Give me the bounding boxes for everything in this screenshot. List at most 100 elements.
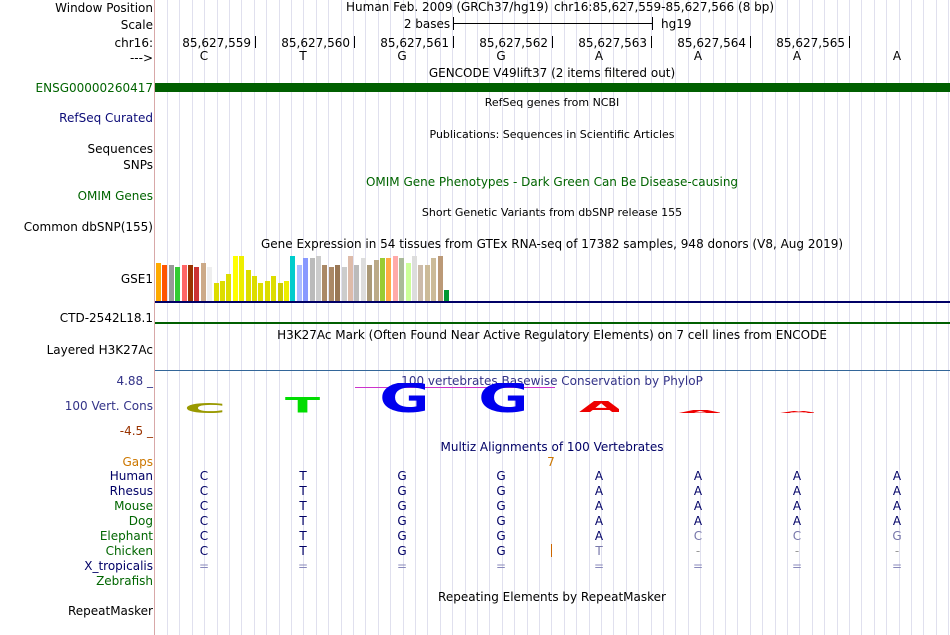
dbsnp-track-label[interactable]: Common dbSNP(155) [23, 220, 153, 234]
gtex-tissue-bar[interactable] [271, 276, 276, 301]
ctd-gene-line[interactable] [155, 322, 950, 324]
alignment-base: G [397, 544, 407, 558]
gtex-tissue-bar[interactable] [348, 256, 353, 301]
reference-base: A [892, 49, 902, 63]
gtex-tissue-bar[interactable] [329, 267, 334, 301]
omim-track-label[interactable]: OMIM Genes [77, 189, 153, 203]
gtex-tissue-bar[interactable] [246, 270, 251, 301]
gtex-tissue-bar[interactable] [438, 256, 443, 301]
alignment-base: T [299, 514, 307, 528]
gtex-tissue-bar[interactable] [310, 258, 315, 301]
species-label[interactable]: X_tropicalis [84, 559, 153, 573]
gtex-tissue-bar[interactable] [412, 256, 417, 301]
scale-bar-tick-right [652, 17, 653, 30]
alignment-base: = [692, 559, 704, 573]
gtex-tissue-bar[interactable] [342, 267, 347, 301]
gtex-tissue-bar[interactable] [367, 265, 372, 301]
coord-label: 85,627,560 [281, 36, 350, 50]
snps-track-label[interactable]: SNPs [123, 158, 153, 172]
refseq-track-label[interactable]: RefSeq Curated [59, 111, 153, 125]
gtex-tissue-bar[interactable] [162, 265, 167, 301]
gtex-tissue-bar[interactable] [188, 265, 193, 301]
gse-baseline [155, 301, 950, 303]
gse-track-label[interactable]: GSE1 [120, 272, 153, 286]
gtex-tissue-bar[interactable] [393, 256, 398, 301]
alignment-base: A [892, 484, 902, 498]
cons-min-label: -4.5 _ [119, 424, 153, 438]
gtex-tissue-bar[interactable] [239, 256, 244, 301]
gtex-tissue-bar[interactable] [156, 263, 161, 301]
gencode-gene-bar[interactable] [155, 83, 950, 92]
gridline [514, 0, 515, 635]
gtex-tissue-bar[interactable] [386, 258, 391, 301]
gtex-tissue-bar[interactable] [182, 265, 187, 301]
gtex-tissue-bar[interactable] [335, 265, 340, 301]
gtex-tissue-bar[interactable] [252, 276, 257, 301]
gtex-tissue-bar[interactable] [290, 256, 295, 301]
gtex-tissue-bar[interactable] [207, 267, 212, 301]
species-label[interactable]: Elephant [99, 529, 153, 543]
gtex-tissue-bar[interactable] [380, 258, 385, 301]
species-label[interactable]: Mouse [114, 499, 153, 513]
species-label[interactable]: Rhesus [109, 484, 153, 498]
publications-track-title: Publications: Sequences in Scientific Ar… [429, 128, 675, 141]
gridline [279, 0, 280, 635]
ctd-track-label[interactable]: CTD-2542L18.1 [59, 311, 153, 325]
ensg-track-label[interactable]: ENSG00000260417 [35, 81, 153, 95]
gtex-tissue-bar[interactable] [316, 256, 321, 301]
gtex-tissue-bar[interactable] [444, 290, 449, 301]
gtex-tissue-bar[interactable] [265, 281, 270, 301]
species-label[interactable]: Human [109, 469, 153, 483]
scale-bar-text: 2 bases [403, 17, 451, 31]
gtex-tissue-bar[interactable] [322, 265, 327, 301]
repeatmasker-track-label[interactable]: RepeatMasker [67, 604, 153, 618]
gtex-tissue-bar[interactable] [284, 281, 289, 301]
gtex-tissue-bar[interactable] [399, 258, 404, 301]
species-label[interactable]: Chicken [105, 544, 153, 558]
gtex-tissue-bar[interactable] [418, 265, 423, 301]
h3k27ac-track-label[interactable]: Layered H3K27Ac [46, 343, 153, 357]
gridline [837, 0, 838, 635]
gtex-tissue-bar[interactable] [278, 283, 283, 301]
gtex-tissue-bar[interactable] [214, 283, 219, 301]
gtex-tissue-bar[interactable] [220, 281, 225, 301]
gridline [861, 0, 862, 635]
cons-track-label[interactable]: 100 Vert. Cons [64, 399, 153, 413]
gtex-tissue-bar[interactable] [406, 263, 411, 301]
gtex-bar-chart[interactable] [155, 254, 535, 301]
gtex-tissue-bar[interactable] [226, 274, 231, 301]
gtex-tissue-bar[interactable] [194, 267, 199, 301]
sequences-track-label[interactable]: Sequences [87, 142, 153, 156]
alignment-base: G [496, 544, 506, 558]
coord-label: 85,627,564 [677, 36, 746, 50]
alignment-base: A [792, 514, 802, 528]
species-label[interactable]: Zebrafish [96, 574, 153, 588]
gtex-tissue-bar[interactable] [201, 263, 206, 301]
alignment-base: A [792, 484, 802, 498]
conservation-letter: G [379, 383, 425, 413]
gtex-tissue-bar[interactable] [258, 283, 263, 301]
alignment-base: A [693, 469, 703, 483]
gtex-tissue-bar[interactable] [297, 265, 302, 301]
gtex-tissue-bar[interactable] [233, 256, 238, 301]
gtex-tissue-bar[interactable] [303, 258, 308, 301]
gridline [626, 0, 627, 635]
gtex-tissue-bar[interactable] [374, 260, 379, 301]
gridline [353, 0, 354, 635]
position-readout: chr16:85,627,559-85,627,566 (8 bp) [554, 0, 775, 14]
alignment-base: = [396, 559, 408, 573]
gtex-tissue-bar[interactable] [431, 258, 436, 301]
gridline [849, 0, 850, 635]
gtex-tissue-bar[interactable] [175, 267, 180, 301]
gtex-tissue-bar[interactable] [169, 265, 174, 301]
species-label[interactable]: Dog [128, 514, 153, 528]
gridline [440, 0, 441, 635]
gridline [799, 0, 800, 635]
gtex-tissue-bar[interactable] [425, 265, 430, 301]
gridline [787, 0, 788, 635]
dbsnp-track-title: Short Genetic Variants from dbSNP releas… [421, 206, 683, 219]
gtex-tissue-bar[interactable] [361, 258, 366, 301]
gtex-tissue-bar[interactable] [354, 265, 359, 301]
alignment-base: C [199, 529, 209, 543]
